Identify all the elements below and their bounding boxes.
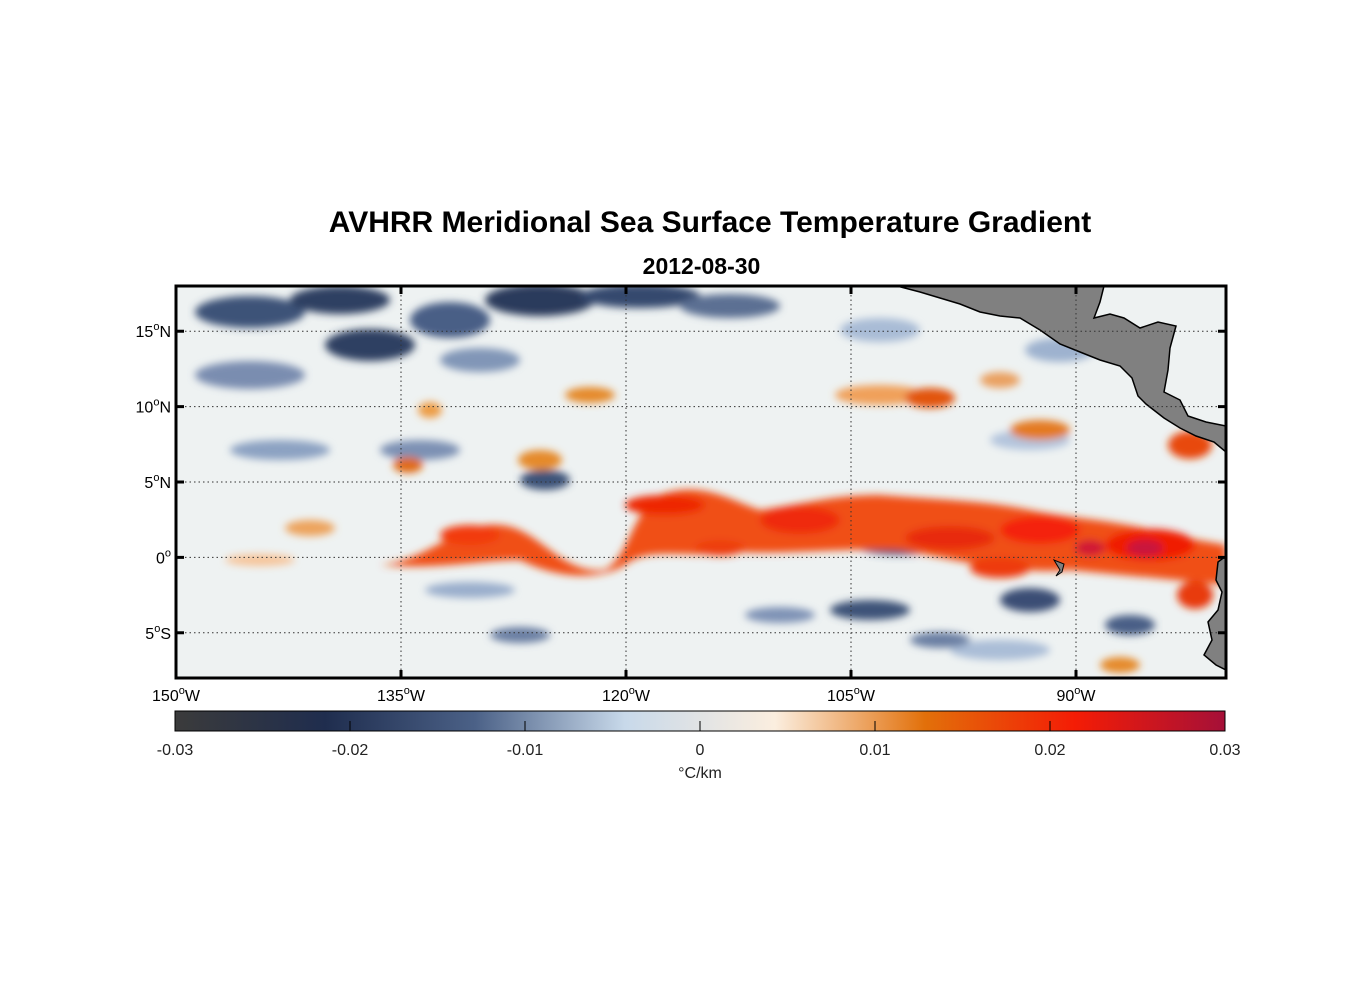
lon-tick-label: 105oW: [827, 685, 876, 705]
lat-tick-label: 5oS: [145, 623, 171, 643]
latitude-labels: 15oN 10oN 5oN 0o 5oS: [136, 321, 171, 643]
axis-ticks: [174, 286, 1226, 678]
map-date: 2012-08-30: [642, 253, 761, 279]
longitude-labels: 150oW 135oW 120oW 105oW 90oW: [152, 685, 1096, 705]
lon-tick-label: 120oW: [602, 685, 651, 705]
lon-tick-label: 90oW: [1056, 685, 1096, 705]
colorbar-tick-labels: -0.03 -0.02 -0.01 0 0.01 0.02 0.03: [157, 742, 1241, 759]
colorbar-tick-label: -0.01: [507, 742, 544, 759]
colorbar-tick-label: 0.01: [859, 742, 890, 759]
lon-tick-label: 135oW: [377, 685, 426, 705]
lat-tick-label: 10oN: [136, 397, 171, 417]
colorbar: -0.03 -0.02 -0.01 0 0.01 0.02 0.03 °C/km: [157, 710, 1241, 782]
colorbar-tick-label: 0.02: [1034, 742, 1065, 759]
lon-tick-label: 150oW: [152, 685, 201, 705]
colorbar-unit-label: °C/km: [678, 765, 722, 782]
colorbar-tick-label: 0: [696, 742, 705, 759]
colorbar-ticks: [349, 721, 1051, 731]
lat-tick-label: 0o: [156, 547, 171, 567]
colorbar-tick-label: -0.02: [332, 742, 369, 759]
gradient-field: [176, 286, 1226, 678]
lat-tick-label: 15oN: [136, 321, 171, 341]
colorbar-tick-label: -0.03: [157, 742, 194, 759]
land-masses: [896, 286, 1226, 671]
lat-tick-label: 5oN: [144, 472, 171, 492]
colorbar-tick-label: 0.03: [1209, 742, 1240, 759]
map-title: AVHRR Meridional Sea Surface Temperature…: [328, 206, 1092, 239]
